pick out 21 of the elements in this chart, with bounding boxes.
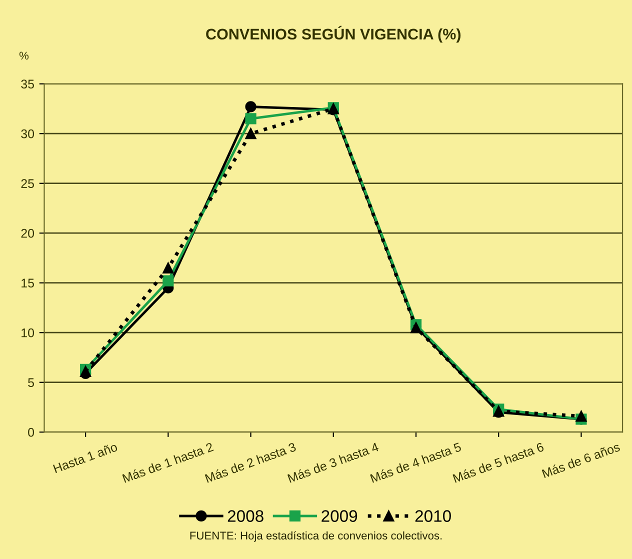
y-tick-label: 30	[21, 129, 34, 138]
y-tick-label: 20	[21, 228, 34, 238]
source-note: FUENTE: Hoja estadística de convenios colectivos.	[190, 531, 442, 542]
point	[576, 410, 587, 422]
y-axis-title: %	[19, 52, 29, 60]
point	[162, 275, 174, 286]
point	[245, 113, 256, 124]
x-tick-label: Hasta 1 año	[52, 442, 118, 474]
legend-label: 2009	[322, 510, 358, 522]
legend-label: 2008	[228, 510, 264, 522]
chart-title: CONVENIOS SEGÚN VIGENCIA (%)	[206, 26, 461, 43]
y-tick-label: 35	[21, 80, 34, 88]
y-tick-label: 5	[28, 378, 34, 388]
legend-label: 2010	[415, 510, 451, 522]
y-tick-label: 0	[28, 428, 34, 437]
point	[245, 128, 256, 140]
y-tick-label: 10	[22, 328, 34, 338]
y-tick-label: 25	[21, 179, 34, 188]
y-tick-label: 15	[22, 278, 34, 288]
point	[245, 101, 256, 112]
point	[162, 262, 174, 274]
